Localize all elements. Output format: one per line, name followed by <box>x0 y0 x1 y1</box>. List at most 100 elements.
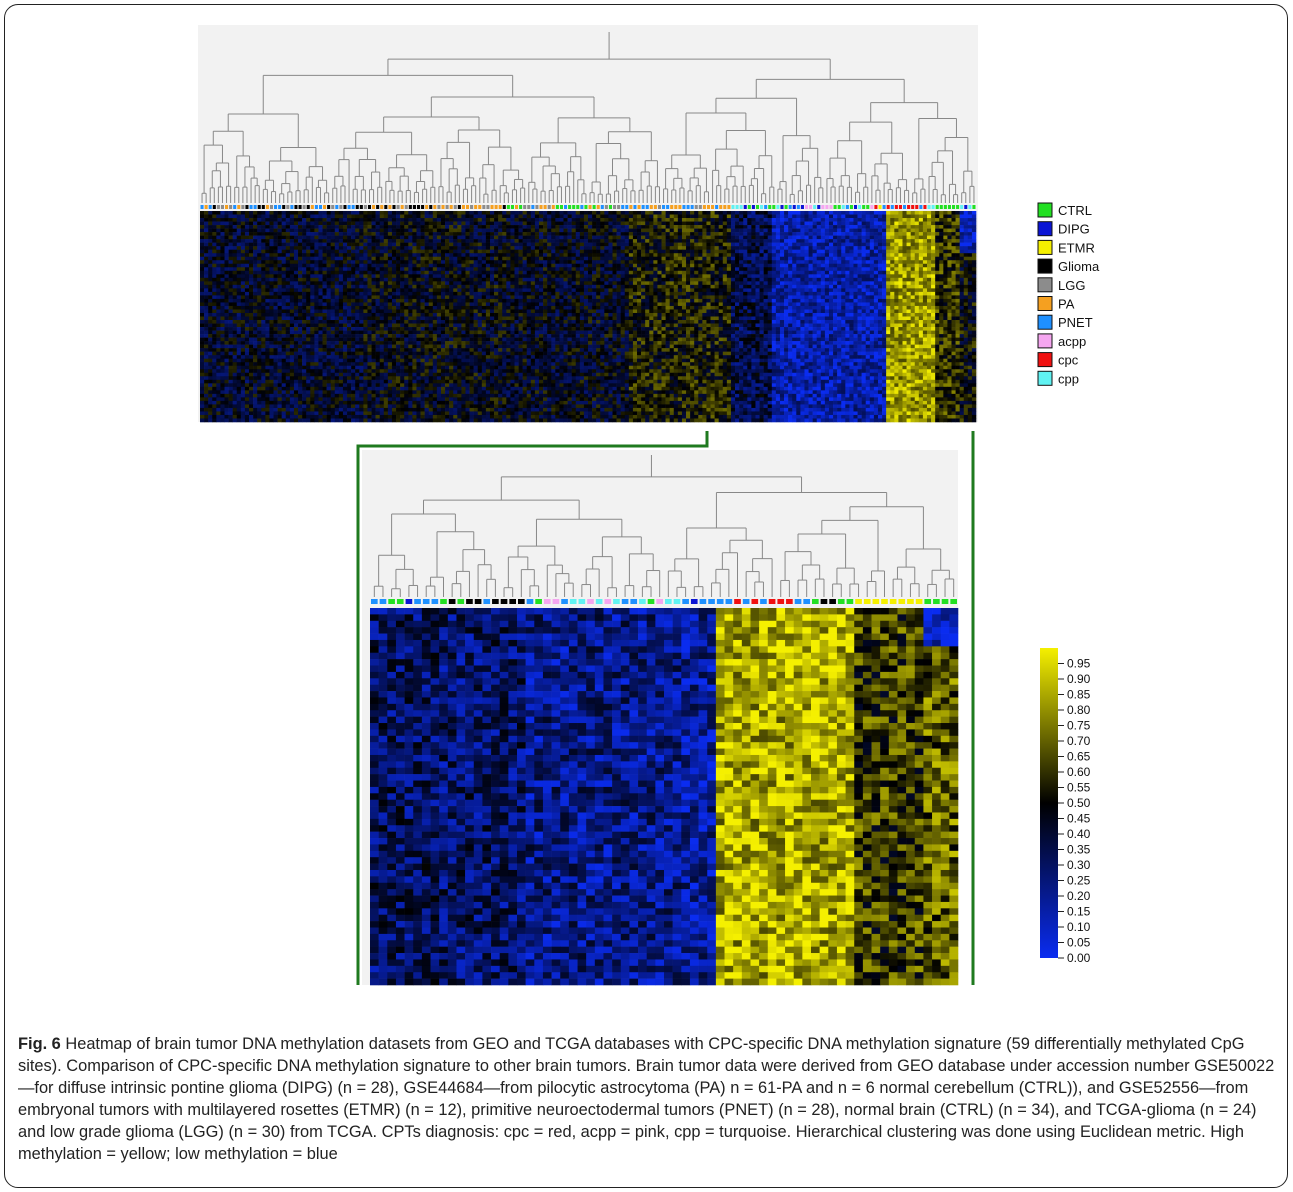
heatmap-cell <box>690 218 694 222</box>
heatmap-cell <box>494 232 498 236</box>
heatmap-cell <box>310 218 314 222</box>
heatmap-cell <box>882 215 886 219</box>
sample-annotation-cell <box>299 205 302 209</box>
heatmap-cell <box>576 215 580 219</box>
heatmap-cell <box>711 236 715 240</box>
heatmap-cell <box>768 236 772 240</box>
heatmap-cell <box>412 243 416 247</box>
heatmap-cell <box>335 215 339 219</box>
heatmap-cell <box>784 236 788 240</box>
heatmap-cell <box>359 229 363 233</box>
heatmap-cell <box>841 225 845 229</box>
heatmap-cell <box>261 236 265 240</box>
heatmap-cell <box>768 239 772 243</box>
heatmap-cell <box>858 211 862 215</box>
sample-annotation-cell <box>613 205 616 209</box>
heatmap-cell <box>445 222 449 226</box>
heatmap-cell <box>621 246 625 250</box>
sample-annotation-cell <box>609 205 612 209</box>
heatmap-cell <box>898 222 902 226</box>
heatmap-cell <box>813 222 817 226</box>
heatmap-cell <box>461 218 465 222</box>
heatmap-cell <box>825 215 829 219</box>
heatmap-cell <box>253 218 257 222</box>
heatmap-cell <box>772 225 776 229</box>
heatmap-cell <box>858 232 862 236</box>
heatmap-cell <box>698 243 702 247</box>
heatmap-cell <box>902 229 906 233</box>
heatmap-cell <box>261 229 265 233</box>
heatmap-cell <box>678 229 682 233</box>
heatmap-cell <box>804 236 808 240</box>
heatmap-cell <box>535 243 539 247</box>
heatmap-cell <box>331 236 335 240</box>
heatmap-cell <box>392 229 396 233</box>
heatmap-cell <box>841 218 845 222</box>
heatmap-cell <box>943 215 947 219</box>
heatmap-cell <box>384 232 388 236</box>
heatmap-cell <box>563 229 567 233</box>
heatmap-cell <box>768 218 772 222</box>
heatmap-cell <box>682 239 686 243</box>
heatmap-cell <box>457 225 461 229</box>
heatmap-cell <box>253 215 257 219</box>
heatmap-cell <box>825 225 829 229</box>
heatmap-cell <box>392 222 396 226</box>
heatmap-cell <box>351 211 355 215</box>
heatmap-cell <box>968 218 972 222</box>
heatmap-cell <box>772 229 776 233</box>
heatmap-cell <box>584 232 588 236</box>
heatmap-cell <box>849 225 853 229</box>
heatmap-cell <box>204 243 208 247</box>
heatmap-cell <box>376 211 380 215</box>
heatmap-cell <box>690 225 694 229</box>
heatmap-cell <box>870 239 874 243</box>
heatmap-cell <box>384 215 388 219</box>
heatmap-cell <box>482 222 486 226</box>
heatmap-cell <box>331 239 335 243</box>
heatmap-cell <box>408 239 412 243</box>
heatmap-cell <box>915 215 919 219</box>
heatmap-cell <box>559 239 563 243</box>
heatmap-cell <box>682 215 686 219</box>
sample-annotation-cell <box>429 205 432 209</box>
heatmap-cell <box>964 211 968 215</box>
heatmap-cell <box>200 218 204 222</box>
heatmap-cell <box>894 229 898 233</box>
heatmap-cell <box>657 211 661 215</box>
sample-annotation-cell <box>752 205 755 209</box>
heatmap-cell <box>866 218 870 222</box>
heatmap-cell <box>898 246 902 250</box>
heatmap-cell <box>282 225 286 229</box>
heatmap-cell <box>964 222 968 226</box>
heatmap-cell <box>498 229 502 233</box>
heatmap-cell <box>686 225 690 229</box>
heatmap-cell <box>890 236 894 240</box>
heatmap-cell <box>486 243 490 247</box>
heatmap-cell <box>694 225 698 229</box>
heatmap-cell <box>943 232 947 236</box>
heatmap-cell <box>233 222 237 226</box>
heatmap-cell <box>310 211 314 215</box>
heatmap-cell <box>862 243 866 247</box>
heatmap-cell <box>853 236 857 240</box>
sample-annotation-cell <box>339 205 342 209</box>
sample-annotation-cell <box>454 205 457 209</box>
heatmap-cell <box>416 239 420 243</box>
heatmap-cell <box>788 218 792 222</box>
heatmap-cell <box>457 246 461 250</box>
heatmap-cell <box>968 211 972 215</box>
heatmap-cell <box>784 232 788 236</box>
heatmap-cell <box>400 236 404 240</box>
heatmap-cell <box>862 211 866 215</box>
sample-annotation-cell <box>413 205 416 209</box>
heatmap-cell <box>907 236 911 240</box>
sample-annotation-cell <box>319 205 322 209</box>
heatmap-cell <box>502 222 506 226</box>
heatmap-cell <box>282 232 286 236</box>
heatmap-cell <box>653 211 657 215</box>
heatmap-cell <box>821 243 825 247</box>
heatmap-cell <box>249 239 253 243</box>
heatmap-cell <box>233 236 237 240</box>
heatmap-cell <box>690 246 694 250</box>
